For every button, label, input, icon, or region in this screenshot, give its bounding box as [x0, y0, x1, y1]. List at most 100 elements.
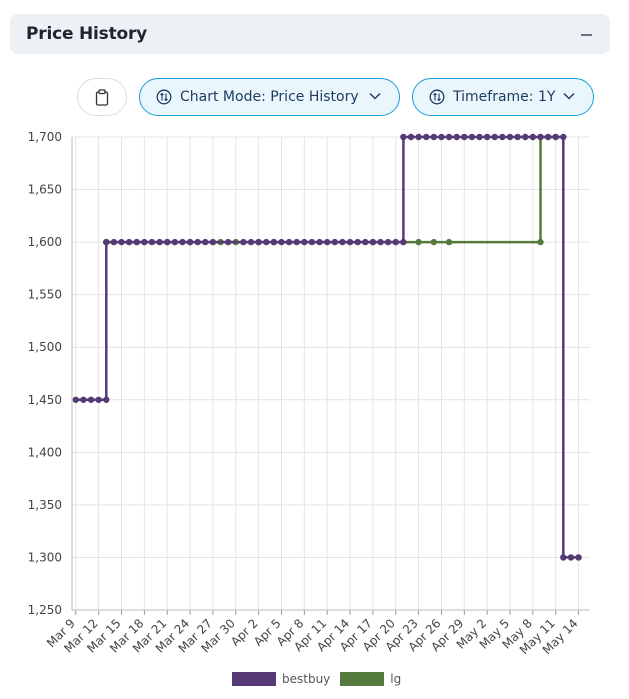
y-tick-label: 1,300	[28, 550, 62, 564]
data-point-bestbuy	[133, 238, 140, 246]
data-point-bestbuy	[346, 238, 354, 246]
data-point-bestbuy	[186, 238, 194, 246]
data-point-bestbuy	[293, 238, 300, 246]
data-point-lg	[415, 238, 422, 246]
y-tick-label: 1,250	[28, 603, 62, 617]
chevron-down-icon	[563, 93, 575, 100]
data-point-bestbuy	[80, 396, 87, 403]
data-point-bestbuy	[316, 238, 323, 246]
data-point-bestbuy	[522, 133, 529, 141]
legend-item-bestbuy[interactable]: bestbuy	[232, 672, 330, 686]
data-point-bestbuy	[529, 133, 537, 141]
data-point-bestbuy	[209, 238, 217, 246]
y-tick-label: 1,600	[28, 235, 62, 249]
data-point-bestbuy	[255, 238, 262, 246]
data-point-lg	[445, 238, 453, 246]
data-point-bestbuy	[308, 238, 316, 246]
data-point-bestbuy	[476, 133, 483, 141]
data-point-lg	[537, 238, 544, 246]
data-point-bestbuy	[453, 133, 460, 141]
data-point-bestbuy	[384, 238, 392, 246]
data-point-bestbuy	[506, 133, 514, 141]
data-point-bestbuy	[118, 238, 125, 246]
data-point-lg	[430, 238, 438, 246]
data-point-bestbuy	[103, 238, 110, 246]
legend-label: lg	[390, 672, 402, 686]
data-point-bestbuy	[468, 133, 476, 141]
data-point-bestbuy	[270, 238, 278, 246]
data-point-bestbuy	[224, 238, 232, 246]
y-tick-label: 1,550	[28, 288, 62, 302]
data-point-bestbuy	[95, 396, 102, 403]
y-tick-label: 1,500	[28, 340, 62, 354]
data-point-bestbuy	[369, 238, 377, 246]
data-point-bestbuy	[461, 133, 468, 141]
chart-legend: bestbuy lg	[232, 671, 411, 687]
data-point-bestbuy	[430, 133, 438, 141]
data-point-bestbuy	[194, 238, 201, 246]
minus-icon[interactable]	[576, 24, 596, 44]
data-point-bestbuy	[537, 133, 544, 141]
data-point-bestbuy	[415, 133, 422, 141]
data-point-bestbuy	[438, 133, 445, 141]
data-point-bestbuy	[247, 238, 255, 246]
data-point-bestbuy	[263, 238, 270, 246]
y-tick-label: 1,700	[28, 130, 62, 144]
panel-header[interactable]: Price History	[10, 14, 610, 54]
data-point-bestbuy	[362, 238, 369, 246]
panel-title: Price History	[26, 24, 148, 44]
data-point-bestbuy	[148, 238, 156, 246]
data-point-bestbuy	[285, 238, 293, 246]
y-tick-label: 1,450	[28, 393, 62, 407]
data-point-bestbuy	[423, 133, 430, 141]
legend-swatch	[232, 672, 276, 686]
data-point-bestbuy	[202, 238, 209, 246]
data-point-bestbuy	[377, 238, 384, 246]
data-point-bestbuy	[483, 133, 491, 141]
data-point-bestbuy	[560, 554, 567, 561]
clipboard-button[interactable]	[77, 78, 127, 116]
data-point-bestbuy	[87, 396, 95, 403]
chart-mode-dropdown[interactable]: Chart Mode: Price History	[139, 78, 400, 116]
data-point-bestbuy	[141, 238, 148, 246]
timeframe-dropdown[interactable]: Timeframe: 1Y	[412, 78, 594, 116]
data-point-bestbuy	[445, 133, 453, 141]
data-point-bestbuy	[407, 133, 415, 141]
data-point-bestbuy	[552, 133, 559, 141]
data-point-bestbuy	[392, 238, 399, 246]
swap-vertical-circle-icon	[156, 89, 172, 105]
data-point-bestbuy	[125, 238, 133, 246]
data-point-bestbuy	[278, 238, 285, 246]
data-point-bestbuy	[323, 238, 331, 246]
y-tick-label: 1,350	[28, 498, 62, 512]
data-point-bestbuy	[171, 238, 179, 246]
y-tick-label: 1,650	[28, 183, 62, 197]
data-point-bestbuy	[354, 238, 361, 246]
data-point-bestbuy	[499, 133, 506, 141]
timeframe-label: Timeframe: 1Y	[453, 89, 556, 105]
data-point-bestbuy	[575, 554, 582, 561]
data-point-bestbuy	[103, 396, 110, 403]
data-point-bestbuy	[339, 238, 346, 246]
chart-mode-label: Chart Mode: Price History	[180, 89, 359, 105]
data-point-bestbuy	[156, 238, 163, 246]
data-point-bestbuy	[164, 238, 171, 246]
data-point-bestbuy	[110, 238, 118, 246]
data-point-bestbuy	[72, 396, 80, 403]
clipboard-icon	[95, 88, 109, 106]
data-point-bestbuy	[331, 238, 339, 246]
y-tick-label: 1,400	[28, 445, 62, 459]
chevron-down-icon	[369, 93, 381, 100]
legend-item-lg[interactable]: lg	[340, 672, 401, 686]
data-point-bestbuy	[567, 554, 575, 561]
price-history-chart[interactable]: 1,250 1,300 1,350 1,400 1,450 1,500 1,550 1,600…	[0, 122, 629, 670]
data-point-bestbuy	[514, 133, 521, 141]
data-point-bestbuy	[240, 238, 247, 246]
data-point-bestbuy	[179, 238, 186, 246]
legend-swatch	[340, 672, 385, 686]
swap-vertical-circle-icon	[429, 89, 445, 105]
data-point-bestbuy	[491, 133, 498, 141]
data-point-bestbuy	[400, 133, 407, 141]
data-point-bestbuy	[560, 133, 567, 141]
data-point-bestbuy	[544, 133, 552, 141]
